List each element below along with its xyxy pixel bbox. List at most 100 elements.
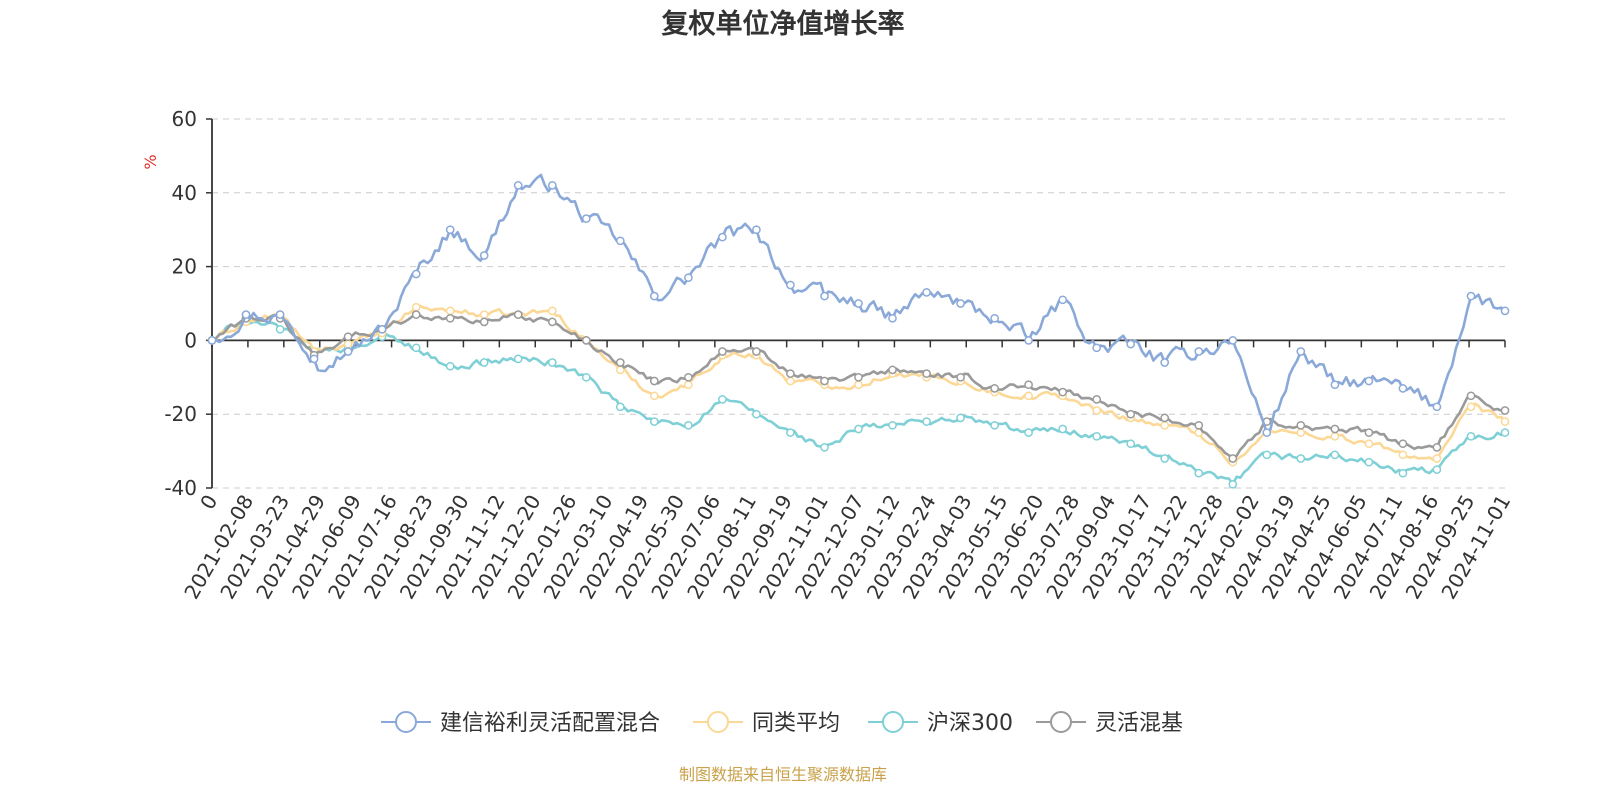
legend-item-3[interactable]: 灵活混基 <box>1036 711 1183 736</box>
series-point-2 <box>1160 454 1170 463</box>
series-point-0 <box>343 347 353 356</box>
legend-marker <box>395 711 417 733</box>
series-point-2 <box>547 358 557 367</box>
series-point-2 <box>1262 450 1272 460</box>
legend-item-1[interactable]: 同类平均 <box>693 711 840 736</box>
series-point-0 <box>718 232 727 242</box>
series-point-2 <box>445 361 455 371</box>
series-point-1 <box>684 380 693 390</box>
legend-label: 建信裕利灵活配置混合 <box>440 711 660 736</box>
series-point-0 <box>1432 402 1442 412</box>
series-point-3 <box>615 358 625 367</box>
series-point-0 <box>615 236 625 246</box>
series-point-0 <box>1126 339 1136 349</box>
series-point-0 <box>786 280 795 290</box>
legend-item-2[interactable]: 沪深300 <box>868 711 1013 736</box>
series-point-3 <box>1500 406 1510 415</box>
series-point-2 <box>1364 457 1374 467</box>
series-point-0 <box>752 225 761 235</box>
legend-label: 灵活混基 <box>1095 711 1183 736</box>
series-point-2 <box>888 420 897 430</box>
legend-item-0[interactable]: 建信裕利灵活配置混合 <box>381 711 660 736</box>
series-point-1 <box>1330 431 1340 441</box>
series-point-1 <box>411 302 421 312</box>
series-point-1 <box>649 391 659 401</box>
series-point-0 <box>513 181 523 190</box>
series-point-3 <box>820 376 829 386</box>
series-point-0 <box>1364 376 1374 386</box>
series-point-2 <box>1466 431 1476 441</box>
series-point-1 <box>343 339 353 349</box>
series-point-2 <box>990 420 999 430</box>
series-point-0 <box>445 225 455 235</box>
series-point-1 <box>1296 428 1306 437</box>
series-point-0 <box>1092 343 1102 353</box>
series-point-3 <box>1092 395 1102 404</box>
series-point-0 <box>309 354 319 364</box>
series-point-3 <box>1296 420 1306 430</box>
series-point-3 <box>1432 443 1442 452</box>
series-point-3 <box>479 317 489 327</box>
series-point-0 <box>956 299 965 308</box>
series-point-0 <box>649 291 659 301</box>
series-point-0 <box>1500 306 1510 316</box>
series-point-3 <box>1126 409 1136 419</box>
series-point-0 <box>1466 291 1476 301</box>
legend[interactable]: 建信裕利灵活配置混合 同类平均 沪深300 灵活混基 <box>381 711 1183 736</box>
series-point-2 <box>1398 468 1408 478</box>
legend-marker <box>882 711 904 733</box>
series-point-2 <box>684 420 693 430</box>
series-point-2 <box>1058 424 1068 434</box>
series-point-0 <box>1228 336 1238 345</box>
series-point-0 <box>1024 336 1033 345</box>
series-point-1 <box>1024 391 1033 401</box>
series-point-0 <box>854 299 863 308</box>
series-point-1 <box>1500 417 1510 426</box>
series-point-2 <box>1092 431 1102 441</box>
series-point-0 <box>241 310 251 319</box>
series-point-2 <box>1296 454 1306 463</box>
series-point-2 <box>922 417 931 426</box>
series-point-3 <box>649 376 659 386</box>
series-point-3 <box>547 317 557 327</box>
series-point-2 <box>1330 450 1340 460</box>
series-point-0 <box>990 313 999 323</box>
series-point-3 <box>1466 391 1476 401</box>
series-point-2 <box>615 402 625 412</box>
series-point-2 <box>752 409 761 419</box>
series-point-0 <box>820 291 829 301</box>
series-point-3 <box>445 313 455 323</box>
series-point-3 <box>1398 439 1408 449</box>
series-point-3 <box>990 384 999 393</box>
series-point-1 <box>1364 439 1374 449</box>
series-point-3 <box>343 332 353 342</box>
series-point-2 <box>956 413 965 423</box>
series-point-0 <box>888 313 897 323</box>
legend-label: 同类平均 <box>752 711 840 736</box>
series-point-3 <box>752 347 761 356</box>
y-tick-label: -40 <box>164 476 197 500</box>
y-tick-label: -20 <box>164 402 197 426</box>
series-point-2 <box>479 358 489 367</box>
series-point-2 <box>1228 479 1238 489</box>
series-point-3 <box>956 372 965 382</box>
series-point-2 <box>786 428 795 437</box>
series-point-2 <box>411 343 421 353</box>
series-point-3 <box>1160 413 1170 423</box>
series-point-2 <box>1194 468 1204 478</box>
series-point-3 <box>513 310 523 319</box>
series-point-3 <box>1364 428 1374 437</box>
legend-label: 沪深300 <box>927 711 1013 736</box>
series-point-0 <box>1398 384 1408 393</box>
series-point-2 <box>1126 439 1136 449</box>
y-tick-label: 60 <box>172 107 197 131</box>
x-axis-ticks: 02021-02-082021-03-232021-04-292021-06-0… <box>179 340 1515 603</box>
series-point-3 <box>1058 387 1068 397</box>
series-point-1 <box>445 306 455 316</box>
series-point-3 <box>581 336 591 345</box>
series-point-0 <box>275 310 285 319</box>
series-point-3 <box>718 347 727 356</box>
series-point-3 <box>684 372 693 382</box>
series-point-0 <box>1160 358 1170 367</box>
series-point-0 <box>1194 347 1204 356</box>
